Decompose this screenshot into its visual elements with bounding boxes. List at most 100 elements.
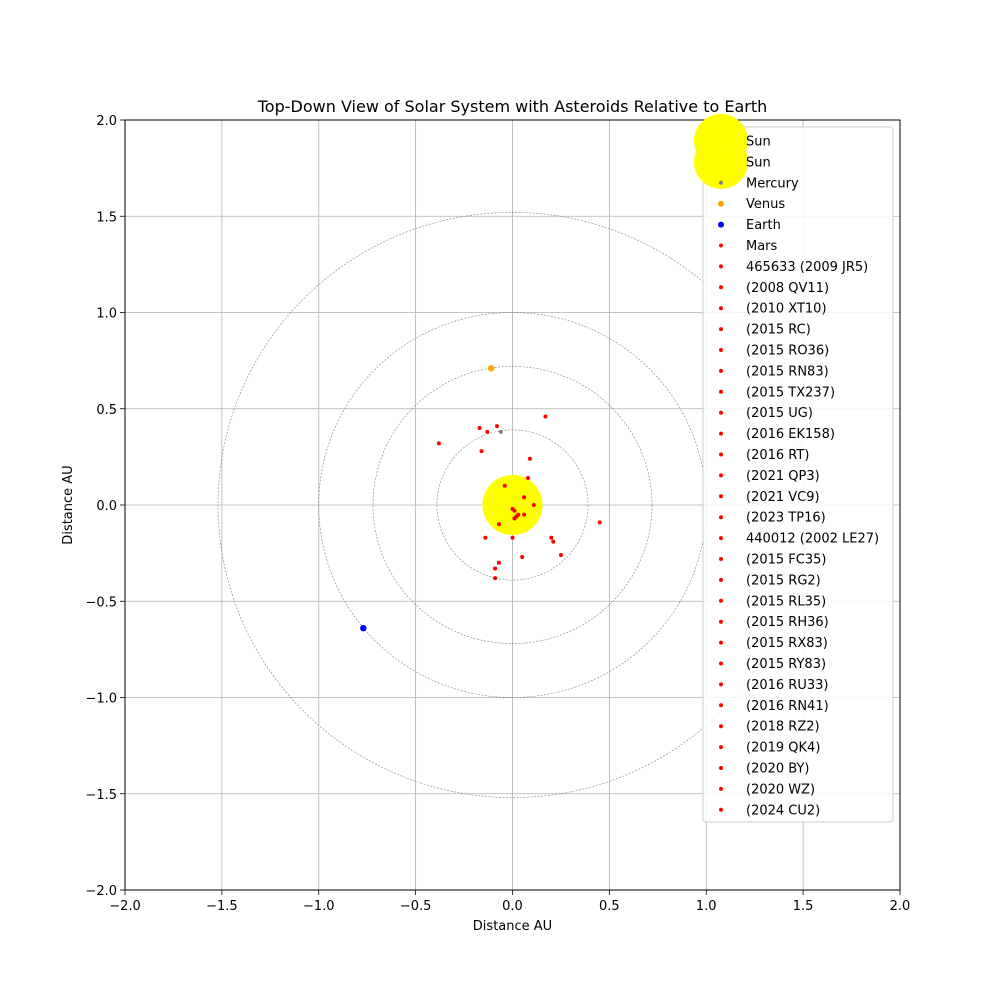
legend-label: (2015 FC35) <box>746 553 826 568</box>
point-2016-rn41 <box>493 576 498 581</box>
legend-marker <box>719 640 723 645</box>
legend-label: (2021 VC9) <box>746 490 820 505</box>
legend-marker <box>719 724 723 729</box>
legend-label: (2019 QK4) <box>746 741 820 756</box>
legend: Sun Sun Mercury Venus Earth Mars 465633 (2009 … <box>694 114 894 823</box>
legend-marker <box>719 619 723 624</box>
legend-label: (2015 RX83) <box>746 636 828 651</box>
x-tick-label: 1.0 <box>696 899 717 914</box>
legend-marker <box>719 452 723 457</box>
legend-label: (2015 RH36) <box>746 615 829 630</box>
legend-marker <box>718 200 724 207</box>
y-tick-label: −2.0 <box>85 884 117 899</box>
legend-marker <box>719 243 723 248</box>
legend-marker <box>719 536 723 541</box>
y-tick-label: −1.0 <box>85 692 117 707</box>
y-tick-label: 1.5 <box>96 210 117 225</box>
legend-marker <box>719 786 723 791</box>
legend-marker <box>719 515 723 520</box>
point-earth <box>360 625 367 632</box>
legend-marker <box>719 368 723 373</box>
x-axis-ticks: −2.0 −1.5 −1.0 −0.5 0.0 0.5 1.0 1.5 2.0 <box>109 890 910 914</box>
point-2023-tp16 <box>496 522 501 527</box>
legend-label: Sun <box>746 135 771 150</box>
legend-label: (2016 RN41) <box>746 699 829 714</box>
point-2015-rn83 <box>502 483 507 488</box>
y-tick-label: 0.0 <box>96 499 117 514</box>
legend-label: (2015 RO36) <box>746 344 829 359</box>
point-2015-tx237 <box>522 495 527 500</box>
point-2021-vc9 <box>522 512 527 517</box>
legend-marker <box>719 306 723 311</box>
y-tick-label: 2.0 <box>96 114 117 129</box>
legend-marker <box>719 577 723 582</box>
legend-marker <box>719 431 723 436</box>
point-2015-ry83 <box>496 560 501 565</box>
legend-label: 465633 (2009 JR5) <box>746 260 868 275</box>
point-465633-2009-jr5 <box>477 426 482 430</box>
legend-label: Mercury <box>746 176 799 191</box>
legend-label: (2015 RN83) <box>746 364 829 379</box>
legend-label: (2016 RU33) <box>746 678 828 693</box>
data-points <box>360 365 602 632</box>
point-2018-rz2 <box>597 520 602 525</box>
point-2019-qk4 <box>543 414 548 419</box>
y-tick-label: 1.0 <box>96 307 117 322</box>
point-mercury <box>498 429 503 434</box>
legend-marker <box>719 348 723 352</box>
point-2016-ru33 <box>493 566 498 571</box>
x-tick-label: 0.0 <box>502 899 523 914</box>
legend-label: (2018 RZ2) <box>746 720 820 735</box>
legend-label: (2015 RY83) <box>746 657 826 672</box>
legend-label: (2015 RG2) <box>746 573 821 588</box>
legend-marker <box>719 494 723 499</box>
legend-label: (2015 UG) <box>746 406 813 421</box>
legend-label: (2020 WZ) <box>746 782 815 797</box>
point-2015-rl35 <box>551 539 556 544</box>
point-2024-cu2 <box>514 514 519 519</box>
legend-label: Mars <box>746 239 778 254</box>
legend-label: Venus <box>746 197 785 212</box>
legend-marker <box>719 703 723 708</box>
legend-label: (2015 RC) <box>746 323 811 338</box>
legend-label: (2020 BY) <box>746 762 810 777</box>
legend-label: (2024 CU2) <box>746 803 820 818</box>
point-2016-rt <box>512 508 517 513</box>
legend-marker <box>719 745 723 750</box>
legend-label: (2016 EK158) <box>746 427 835 442</box>
legend-marker <box>719 557 723 561</box>
point-venus <box>487 365 495 372</box>
point-2020-wz <box>527 456 532 461</box>
legend-marker <box>719 180 723 185</box>
legend-marker <box>719 473 723 478</box>
legend-label: (2021 QP3) <box>746 469 820 484</box>
legend-marker <box>719 410 723 415</box>
point-2015-rh36 <box>558 553 563 558</box>
point-2015-rx83 <box>520 554 525 559</box>
point-sun <box>482 475 543 535</box>
point-2015-rc <box>479 449 484 454</box>
point-2015-ro36 <box>526 476 530 481</box>
point-2020-by <box>436 441 441 446</box>
legend-marker <box>719 807 723 812</box>
legend-label: (2016 RT) <box>746 448 809 463</box>
point-2015-ug <box>531 503 536 507</box>
legend-label: Earth <box>746 218 781 233</box>
legend-marker <box>719 661 723 666</box>
point-2008-qv11 <box>485 429 490 434</box>
point-440012-2002-le27 <box>510 535 515 540</box>
legend-marker <box>719 682 723 687</box>
legend-label: (2015 TX237) <box>746 385 835 400</box>
legend-label: 440012 (2002 LE27) <box>746 532 879 547</box>
legend-label: (2008 QV11) <box>746 281 829 296</box>
y-axis-ticks: −2.0 −1.5 −1.0 −0.5 0.0 0.5 1.0 1.5 2.0 <box>85 114 125 899</box>
legend-label: (2010 XT10) <box>746 302 827 317</box>
legend-label: (2023 TP16) <box>746 511 826 526</box>
x-axis-label: Distance AU <box>473 919 552 934</box>
legend-marker <box>719 264 723 269</box>
legend-marker <box>719 285 723 290</box>
y-tick-label: −1.5 <box>85 788 117 803</box>
orbit-ring <box>372 366 653 644</box>
legend-marker <box>719 389 723 394</box>
legend-marker <box>719 766 723 770</box>
